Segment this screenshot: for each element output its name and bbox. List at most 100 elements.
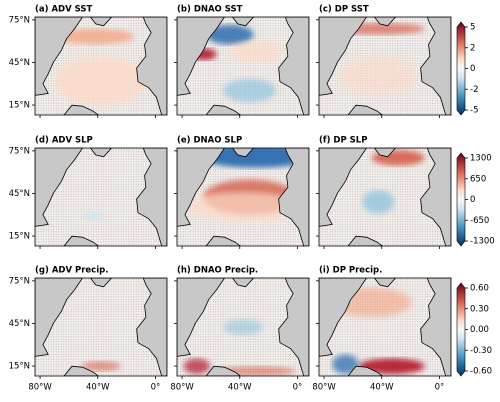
frame <box>176 147 310 247</box>
land <box>63 104 100 115</box>
anomaly <box>332 354 359 375</box>
x-tick-label: 80°W <box>312 383 336 393</box>
land <box>347 235 384 246</box>
map-panel: (a) ADV SST 75°N 45°N 15°N <box>9 5 168 118</box>
y-tick-label: 45°N <box>9 189 30 199</box>
colorbar-tick-label: -2 <box>470 85 478 95</box>
x-tick-label: 80°W <box>170 383 194 393</box>
colorbar-body <box>456 282 466 377</box>
land <box>35 17 84 96</box>
land <box>177 278 226 357</box>
land <box>319 148 368 227</box>
map-content <box>177 148 309 246</box>
land <box>136 17 167 115</box>
land <box>35 278 84 357</box>
y-tick-label: 75°N <box>9 146 30 156</box>
map-content <box>177 278 309 376</box>
land <box>205 104 242 115</box>
colorbar-tick-label: -650 <box>470 216 489 226</box>
map-panel: (f) DP SLP <box>316 136 452 249</box>
map-panel: (c) DP SST <box>316 5 452 118</box>
colorbar-tick-label: -5 <box>470 106 478 116</box>
colorbar-tick-label: 650 <box>470 174 486 184</box>
x-tick-label: 40°W <box>370 383 394 393</box>
colorbar-tick-label: 0.60 <box>470 284 489 294</box>
land <box>89 148 113 158</box>
map-content <box>319 278 451 376</box>
land <box>63 365 100 376</box>
map-panel: (i) DP Precip. 80°W 40°W 0° <box>312 266 452 393</box>
colorbar-tick-label: 1300 <box>470 154 492 164</box>
x-tick-label: 0° <box>435 383 445 393</box>
colorbar-tick-label: 0 <box>470 64 475 74</box>
colorbar-tick-label: -0.30 <box>470 346 492 356</box>
frame <box>176 277 310 377</box>
land <box>63 235 100 246</box>
land <box>347 104 384 115</box>
anomaly <box>54 28 134 45</box>
anomaly <box>338 56 418 96</box>
land <box>420 148 451 246</box>
panel-title: (i) DP Precip. <box>319 266 382 276</box>
land <box>373 278 397 288</box>
y-tick-label: 45°N <box>9 319 30 329</box>
panel-title: (a) ADV SST <box>35 5 92 15</box>
x-tick-label: 40°W <box>228 383 252 393</box>
anomaly <box>54 56 148 106</box>
land <box>373 17 397 27</box>
colorbar-tick-label: 0 <box>470 195 475 205</box>
anomaly <box>206 24 254 45</box>
frame <box>34 147 168 247</box>
map-content <box>319 17 451 115</box>
anomaly <box>85 211 104 222</box>
frame <box>34 16 168 116</box>
panel-title: (g) ADV Precip. <box>35 266 108 276</box>
map-panel: (d) ADV SLP 75°N 45°N 15°N <box>9 136 168 249</box>
map-content <box>319 148 451 246</box>
map-panel: (e) DNAO SLP <box>174 136 310 249</box>
x-tick-label: 80°W <box>28 383 52 393</box>
land <box>136 278 167 376</box>
map-content <box>35 17 167 115</box>
panel-title: (d) ADV SLP <box>35 136 93 146</box>
map-panel: (g) ADV Precip. 80°W 40°W 0° 75°N 45°N 15°N <box>9 266 168 393</box>
colorbar: 5 2 0 -2 -5 <box>456 21 478 116</box>
land <box>420 17 451 115</box>
panel-title: (b) DNAO SST <box>177 5 243 15</box>
land <box>136 148 167 246</box>
y-tick-label: 45°N <box>9 58 30 68</box>
anomaly <box>229 41 283 62</box>
colorbar-tick-label: -0.60 <box>470 367 492 377</box>
land <box>373 148 397 158</box>
panel-title: (e) DNAO SLP <box>177 136 242 146</box>
land <box>205 235 242 246</box>
land <box>35 148 84 227</box>
y-tick-label: 15°N <box>9 232 30 242</box>
land <box>89 17 113 27</box>
land <box>205 365 242 376</box>
colorbar: 0.60 0.30 0.00 -0.30 -0.60 <box>456 282 492 377</box>
anomaly <box>196 148 309 168</box>
colorbar-tick-label: 2 <box>470 43 475 53</box>
map-panel: (h) DNAO Precip. 80°W 40°W 0° <box>170 266 310 393</box>
colorbar-body <box>456 152 466 247</box>
frame <box>318 277 452 377</box>
frame <box>318 147 452 247</box>
colorbar-tick-label: -1300 <box>470 237 495 247</box>
map-content <box>35 278 167 376</box>
frame <box>176 16 310 116</box>
panel-title: (c) DP SST <box>319 5 369 15</box>
colorbar-tick-label: 0.00 <box>470 325 489 335</box>
land <box>420 278 451 376</box>
y-tick-label: 15°N <box>9 362 30 372</box>
land <box>278 278 309 376</box>
anomaly <box>223 78 276 103</box>
map-content <box>177 17 309 115</box>
y-tick-label: 15°N <box>9 101 30 111</box>
land <box>231 278 255 288</box>
map-panel: (b) DNAO SST <box>174 5 310 118</box>
colorbar: 1300 650 0 -650 -1300 <box>456 152 495 247</box>
x-tick-label: 0° <box>151 383 161 393</box>
land <box>89 278 113 288</box>
